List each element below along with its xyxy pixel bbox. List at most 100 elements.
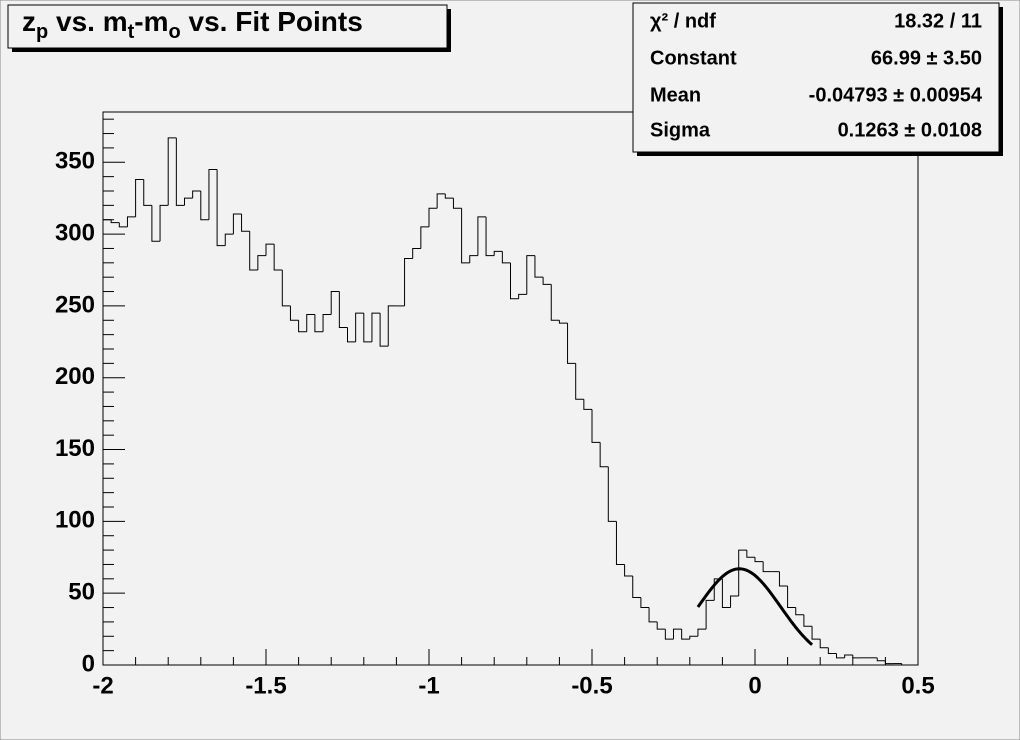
histogram-bin xyxy=(363,313,372,343)
x-tick-label: 0 xyxy=(748,672,761,699)
histogram-bin xyxy=(884,660,894,665)
histogram-bin xyxy=(126,216,136,227)
histogram-bin xyxy=(159,204,169,242)
title-box xyxy=(7,4,448,49)
histogram-bin xyxy=(640,597,650,609)
stat-value: 18.32 / 11 xyxy=(894,10,982,32)
histogram-bin xyxy=(273,244,283,271)
histogram-bin xyxy=(803,614,813,627)
stats-table: χ² / ndf 18.32 / 11 Constant 66.99 ± 3.50 Me… xyxy=(650,10,983,141)
y-tick-label: 50 xyxy=(68,579,95,606)
stat-value: 66.99 ± 3.50 xyxy=(871,47,982,69)
y-tick-label: 200 xyxy=(55,363,95,390)
histogram-bin xyxy=(754,557,764,563)
stat-value: -0.04793 ± 0.00954 xyxy=(809,84,983,106)
histogram-bin xyxy=(167,137,177,206)
histogram-bin xyxy=(567,323,576,364)
histogram-bin xyxy=(151,205,161,242)
histogram-bin xyxy=(404,258,413,306)
histogram-bin xyxy=(795,607,804,616)
histogram-bin xyxy=(469,255,478,263)
plot-frame xyxy=(102,111,919,666)
histogram-bin xyxy=(844,654,853,658)
histogram-bin xyxy=(192,190,201,199)
histogram-bin xyxy=(436,193,446,209)
histogram-bin xyxy=(420,226,429,249)
histogram-bin xyxy=(444,193,454,199)
x-tick-label: -1 xyxy=(418,672,439,699)
histogram-bin xyxy=(624,564,633,577)
histogram-bin xyxy=(355,312,364,342)
histogram-bin xyxy=(526,255,535,295)
histogram-bin xyxy=(901,663,910,666)
stat-label: Sigma xyxy=(650,119,711,141)
histogram-bin xyxy=(673,628,682,640)
histogram-bin xyxy=(208,168,218,220)
title-part: p xyxy=(36,21,48,43)
y-tick-label: 350 xyxy=(55,148,95,175)
histogram-bin xyxy=(518,293,527,299)
title-part: -m xyxy=(134,6,168,37)
histogram-bin xyxy=(705,599,715,630)
title-part: t xyxy=(128,21,135,43)
histogram-bin xyxy=(257,255,266,270)
stat-label: Mean xyxy=(650,84,701,106)
histogram-bin xyxy=(827,647,837,655)
y-tick-label: 150 xyxy=(55,435,95,462)
histogram-bin xyxy=(265,243,275,256)
chart-title: zp vs. mt-mo vs. Fit Points xyxy=(22,6,363,43)
histogram-bin xyxy=(298,320,307,333)
histogram-bin xyxy=(510,262,519,300)
histogram-bin xyxy=(550,284,560,321)
histogram-bin xyxy=(876,657,886,662)
histogram-bin xyxy=(216,169,226,247)
histogram-bin xyxy=(249,231,258,271)
x-tick-label: -0.5 xyxy=(571,672,612,699)
histogram-bin xyxy=(371,312,381,342)
histogram-bin xyxy=(730,595,739,608)
title-part: z xyxy=(22,6,36,37)
histogram-bin xyxy=(542,277,552,285)
stats-box xyxy=(632,2,1000,153)
histogram-bin xyxy=(501,251,511,264)
histogram-bin xyxy=(721,578,731,609)
histogram-bin xyxy=(232,213,242,235)
histogram-bin xyxy=(493,250,503,256)
title-part: vs. Fit Points xyxy=(181,6,363,37)
fit-curve xyxy=(696,567,814,646)
histogram-bin xyxy=(322,314,332,332)
stat-label: χ² / ndf xyxy=(650,10,716,32)
y-tick-label: 250 xyxy=(55,291,95,318)
histogram-bin xyxy=(819,639,829,649)
histogram-bin xyxy=(697,628,707,637)
histogram-bin xyxy=(852,654,861,659)
histogram-bin xyxy=(681,629,690,640)
plot-area: 0 50 100 150 200 250 300 350 -2 -1.5 -1 -0.5 0 0.5 xyxy=(55,118,935,699)
histogram-bin xyxy=(143,179,152,206)
stat-value: 0.1263 ± 0.0108 xyxy=(838,119,982,141)
histogram-bin xyxy=(575,363,584,400)
histogram-bin xyxy=(135,179,144,217)
histogram-bin xyxy=(281,270,291,307)
stat-label: Constant xyxy=(650,47,737,69)
histogram-bin xyxy=(746,550,755,558)
histogram-bin xyxy=(412,247,421,259)
histogram-bin xyxy=(379,313,389,347)
histogram-bin xyxy=(599,442,609,468)
histogram-bin xyxy=(338,291,348,328)
histogram-bin xyxy=(347,327,356,343)
y-tick-label: 300 xyxy=(55,219,95,246)
histogram-bin xyxy=(558,320,568,324)
histogram-bin xyxy=(306,314,315,332)
histogram-bin xyxy=(102,219,112,665)
histogram-bin xyxy=(811,626,821,640)
histogram-bin xyxy=(175,137,185,206)
y-tick-label: 100 xyxy=(55,507,95,534)
histogram-bin xyxy=(762,561,772,573)
title-part: vs. m xyxy=(48,6,127,37)
histogram-bin xyxy=(607,466,617,522)
title-part: o xyxy=(169,21,181,43)
histogram-bin xyxy=(632,575,641,598)
histogram-bin xyxy=(477,216,487,256)
